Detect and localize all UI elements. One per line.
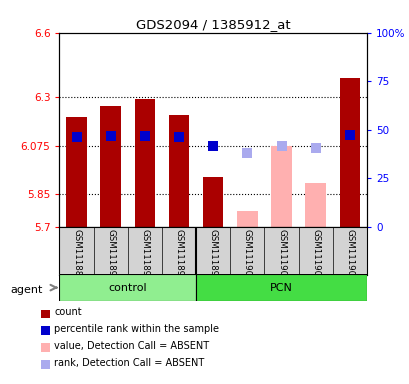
Text: GSM111904: GSM111904 — [310, 229, 319, 281]
Text: count: count — [54, 307, 81, 317]
Bar — [202, 177, 223, 227]
Text: rank, Detection Call = ABSENT: rank, Detection Call = ABSENT — [54, 358, 204, 368]
Bar — [134, 99, 155, 227]
Point — [175, 134, 182, 140]
Text: GSM111894: GSM111894 — [140, 229, 149, 281]
Text: GSM111906: GSM111906 — [344, 229, 353, 281]
Bar — [66, 117, 87, 227]
Point — [107, 133, 114, 139]
Title: GDS2094 / 1385912_at: GDS2094 / 1385912_at — [135, 18, 290, 31]
Text: percentile rank within the sample: percentile rank within the sample — [54, 324, 218, 334]
Text: control: control — [108, 283, 147, 293]
Bar — [305, 184, 325, 227]
Bar — [59, 274, 196, 301]
Text: GSM111889: GSM111889 — [72, 229, 81, 281]
Point — [346, 132, 352, 138]
Point — [243, 150, 250, 156]
Bar — [339, 78, 359, 227]
Bar — [236, 212, 257, 227]
Point — [209, 143, 216, 149]
Text: value, Detection Call = ABSENT: value, Detection Call = ABSENT — [54, 341, 209, 351]
Point — [73, 134, 80, 140]
Text: PCN: PCN — [270, 283, 292, 293]
Point — [278, 143, 284, 149]
Bar — [100, 106, 121, 227]
Text: GSM111898: GSM111898 — [208, 229, 217, 281]
Text: GSM111892: GSM111892 — [106, 229, 115, 281]
Text: GSM111896: GSM111896 — [174, 229, 183, 281]
Text: GSM111902: GSM111902 — [276, 229, 285, 281]
Bar — [196, 274, 366, 301]
Point — [141, 133, 148, 139]
Bar — [169, 114, 189, 227]
Point — [312, 145, 318, 151]
Text: agent: agent — [10, 285, 43, 295]
Text: GSM111900: GSM111900 — [242, 229, 251, 281]
Bar — [271, 146, 291, 227]
